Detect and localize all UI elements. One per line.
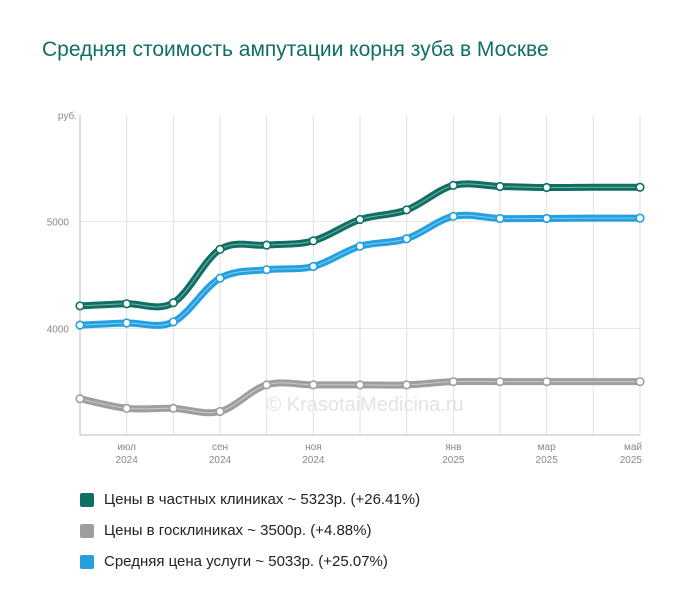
series-point xyxy=(122,403,132,413)
legend-item-private[interactable]: Цены в частных клиниках ~ 5323р. (+26.41… xyxy=(80,484,420,515)
series-point xyxy=(402,380,412,390)
series-point xyxy=(262,240,272,250)
legend-label: Цены в частных клиниках ~ 5323р. (+26.41… xyxy=(104,491,421,508)
series-point xyxy=(168,403,178,413)
series-point xyxy=(168,298,178,308)
legend-swatch xyxy=(80,554,94,569)
y-axis-unit-label: руб. xyxy=(58,110,77,122)
series-point xyxy=(262,265,272,275)
legend-item-average[interactable]: Средняя цена услуги ~ 5033р. (+25.07%) xyxy=(80,546,420,577)
series-point xyxy=(215,273,225,283)
axis-layer: 4000 5000 руб. июл 2024 сен 2024 ноя 2024 янв 2025… xyxy=(47,110,643,466)
x-tick-year-label: 2024 xyxy=(116,455,139,466)
series-point xyxy=(448,180,458,190)
watermark: © KrasotaiMedicina.ru xyxy=(266,394,463,416)
x-tick-month-label: мар xyxy=(538,442,556,453)
series-point xyxy=(262,380,272,390)
series-point xyxy=(308,236,318,246)
y-tick-label: 4000 xyxy=(47,324,70,335)
series-point xyxy=(308,261,318,272)
series-point xyxy=(402,205,412,215)
series-point xyxy=(635,377,645,387)
series-point xyxy=(122,318,132,328)
series-point xyxy=(448,377,458,387)
series-point xyxy=(542,213,552,224)
x-tick-month-label: янв xyxy=(445,442,461,453)
y-tick-label: 5000 xyxy=(47,218,70,229)
series-point xyxy=(75,301,85,311)
series-point xyxy=(635,213,645,223)
chart-title: Средняя стоимость ампутации корня зуба в… xyxy=(42,38,549,61)
x-tick-year-label: 2025 xyxy=(536,455,559,466)
legend-item-public[interactable]: Цены в госклиниках ~ 3500р. (+4.88%) xyxy=(80,515,420,546)
legend-swatch xyxy=(80,523,94,538)
legend-label: Цены в госклиниках ~ 3500р. (+4.88%) xyxy=(104,522,372,539)
x-tick-year-label: 2024 xyxy=(209,455,232,466)
legend-swatch xyxy=(80,492,94,507)
series-point xyxy=(448,211,458,221)
series-2 xyxy=(75,211,645,330)
series-point xyxy=(75,320,85,330)
x-tick-year-label: 2025 xyxy=(442,455,465,466)
x-tick-month-label: сен xyxy=(212,442,228,453)
series-point xyxy=(495,181,505,192)
series-1 xyxy=(75,377,645,417)
series-point xyxy=(635,182,645,192)
series-point xyxy=(308,380,318,390)
series-point xyxy=(402,234,412,244)
series-point xyxy=(122,299,132,309)
series-point xyxy=(355,214,365,225)
x-tick-year-label: 2024 xyxy=(302,455,325,466)
x-tick-month-label: ноя xyxy=(305,442,322,453)
series-point xyxy=(168,317,178,327)
series-point xyxy=(75,394,85,404)
series-point xyxy=(355,241,365,251)
x-tick-month-label: июл xyxy=(117,442,136,453)
series-point xyxy=(355,380,365,390)
series-point xyxy=(215,244,225,254)
series-point xyxy=(215,406,225,417)
series-point xyxy=(495,377,505,387)
series-point xyxy=(542,377,552,387)
series-0 xyxy=(75,180,645,311)
series-point xyxy=(495,213,505,224)
series-point xyxy=(542,182,552,193)
legend: Цены в частных клиниках ~ 5323р. (+26.41… xyxy=(80,484,420,577)
series-layer xyxy=(75,180,645,417)
x-tick-year-label: 2025 xyxy=(620,455,643,466)
legend-label: Средняя цена услуги ~ 5033р. (+25.07%) xyxy=(104,553,388,570)
x-tick-month-label: май xyxy=(624,442,642,453)
